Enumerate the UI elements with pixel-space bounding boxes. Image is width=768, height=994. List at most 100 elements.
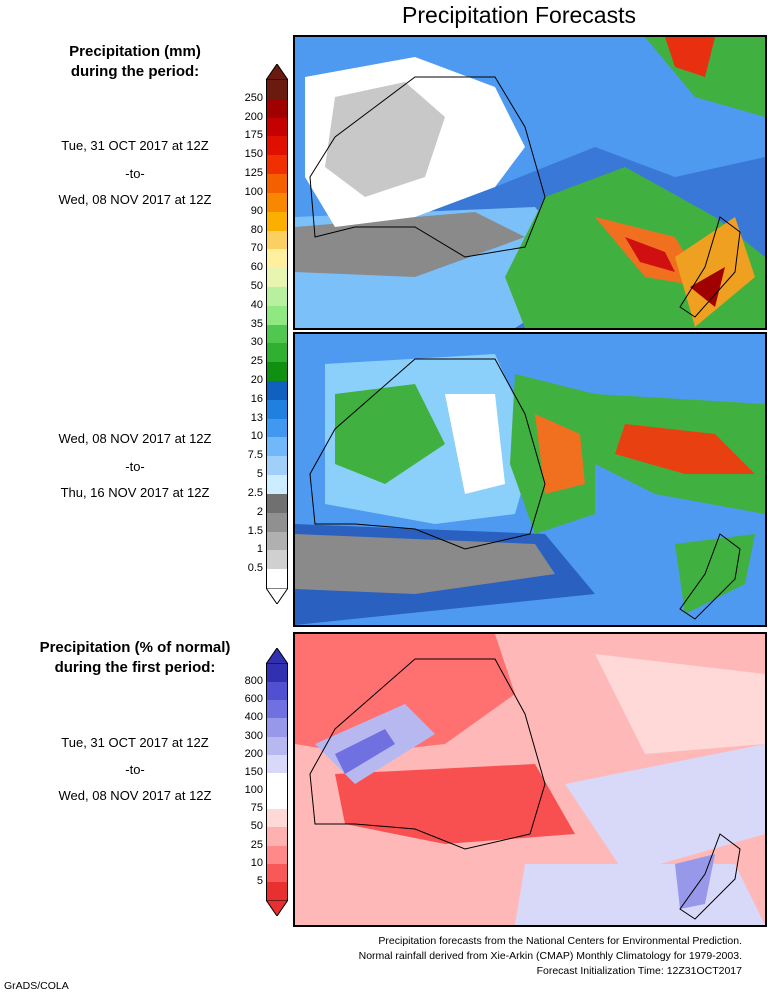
colorbar_mm-swatch [266,381,288,401]
map-period1 [295,37,765,328]
colorbar_mm-swatch [266,155,288,175]
map-period2 [295,334,765,625]
colorbar_pct-swatch [266,772,288,792]
page-title: Precipitation Forecasts [402,2,636,28]
colorbar_mm-swatch [266,399,288,420]
colorbar_mm-top-cap [266,64,288,80]
period2-start: Wed, 08 NOV 2017 at 12Z [58,431,212,446]
colorbar_mm-swatch [266,343,288,363]
colorbar_mm-swatch [266,493,288,514]
colorbar_pct-swatch [266,718,288,738]
colorbar_pct-swatch [266,682,288,701]
period2-sep: -to- [125,459,145,474]
period2-end: Thu, 16 NOV 2017 at 12Z [60,485,210,500]
period3-sep: -to- [125,762,145,777]
colorbar_mm-swatch [266,249,288,269]
map-panel-period2 [293,332,767,627]
footer-notes: Precipitation forecasts from the Nationa… [359,934,742,979]
colorbar_mm-tick-label: 13 [250,411,263,424]
colorbar_pct-tick-label: 50 [250,820,263,833]
colorbar_mm-swatch [266,456,288,476]
map-panel-pct-normal [293,632,767,927]
colorbar_pct-tick-label: 300 [244,729,263,742]
legend-title-pct-line2: during the first period: [54,659,216,676]
colorbar_mm-tick-label: 1.5 [247,524,263,537]
colorbar_pct-swatch [266,700,288,719]
legend-title-mm-line1: Precipitation (mm) [69,43,201,60]
colorbar_mm-bottom-cap [266,588,288,604]
footer-line3: Forecast Initialization Time: 12Z31OCT20… [536,965,742,977]
legend-title-mm: Precipitation (mm) during the period: [0,42,270,82]
colorbar_mm-tick-label: 60 [250,261,263,274]
colorbar_pct-tick-label: 5 [256,874,263,887]
colorbar_mm-tick-label: 200 [244,110,263,123]
map-pct-normal [295,634,765,925]
colorbar_mm-tick-label: 30 [250,336,263,349]
colorbar_mm-swatch [266,136,288,156]
colorbar_mm-tick-label: 50 [250,279,263,292]
colorbar_mm-swatch [266,569,288,589]
colorbar_mm-swatch [266,268,288,288]
colorbar_pct-tick-label: 25 [250,838,263,851]
colorbar_mm-tick-label: 250 [244,91,263,104]
colorbar_mm-swatch [266,362,288,382]
colorbar_pct-tick-label: 75 [250,802,263,815]
colorbar_mm-tick-label: 90 [250,204,263,217]
credit-label: GrADS/COLA [4,980,69,992]
colorbar_mm-tick-label: 2.5 [247,486,263,499]
period3-start: Tue, 31 OCT 2017 at 12Z [61,735,209,750]
colorbar_mm-swatch [266,512,288,533]
colorbar_pct-tick-label: 100 [244,784,263,797]
legend-title-pct: Precipitation (% of normal) during the f… [0,638,270,678]
colorbar_pct-tick-label: 600 [244,693,263,706]
colorbar_mm-swatch [266,192,288,213]
colorbar_mm-tick-label: 35 [250,317,263,330]
colorbar-pct [266,648,288,916]
colorbar_mm-tick-label: 40 [250,298,263,311]
colorbar_pct-swatch [266,791,288,810]
map-panel-period1 [293,35,767,330]
colorbar_mm-swatch [266,437,288,457]
colorbar_mm-tick-label: 16 [250,392,263,405]
colorbar_pct-top-cap [266,648,288,664]
colorbar_mm-tick-label: 175 [244,129,263,142]
colorbar_pct-swatch [266,845,288,865]
footer-line2: Normal rainfall derived from Xie-Arkin (… [358,950,742,962]
colorbar_pct-swatch [266,827,288,847]
colorbar_mm-swatch [266,80,288,100]
colorbar_mm-tick-label: 80 [250,223,263,236]
colorbar_mm-tick-label: 0.5 [247,562,263,575]
colorbar_pct-swatch [266,881,288,901]
period1-sep: -to- [125,166,145,181]
colorbar_mm-swatch [266,230,288,250]
colorbar_mm-tick-label: 20 [250,374,263,387]
colorbar_mm-tick-label: 25 [250,355,263,368]
period1-start: Tue, 31 OCT 2017 at 12Z [61,138,209,153]
colorbar_mm-tick-label: 5 [256,468,263,481]
colorbar_pct-swatch [266,664,288,683]
colorbar_mm-swatch [266,98,288,119]
colorbar_mm-swatch [266,286,288,307]
colorbar_mm-swatch [266,174,288,194]
period3-end: Wed, 08 NOV 2017 at 12Z [58,788,212,803]
colorbar_mm-swatch [266,550,288,570]
colorbar_pct-swatch [266,736,288,756]
colorbar_mm-tick-label: 10 [250,430,263,443]
colorbar_pct-tick-label: 400 [244,711,263,724]
colorbar_pct-swatch [266,754,288,774]
colorbar_mm-swatch [266,117,288,137]
legend-title-pct-line1: Precipitation (% of normal) [39,639,231,656]
colorbar_mm-swatch [266,418,288,438]
colorbar_mm-tick-label: 100 [244,185,263,198]
colorbar_pct-tick-label: 10 [250,856,263,869]
colorbar-mm [266,64,288,604]
colorbar_mm-swatch [266,531,288,551]
legend-title-mm-line2: during the period: [70,63,200,80]
colorbar_mm-tick-label: 1 [256,543,263,556]
colorbar_mm-tick-label: 2 [256,505,263,518]
colorbar_mm-tick-label: 7.5 [247,449,263,462]
colorbar_mm-swatch [266,475,288,495]
colorbar_pct-tick-label: 150 [244,765,263,778]
colorbar_pct-tick-label: 800 [244,675,263,688]
colorbar_mm-swatch [266,305,288,326]
